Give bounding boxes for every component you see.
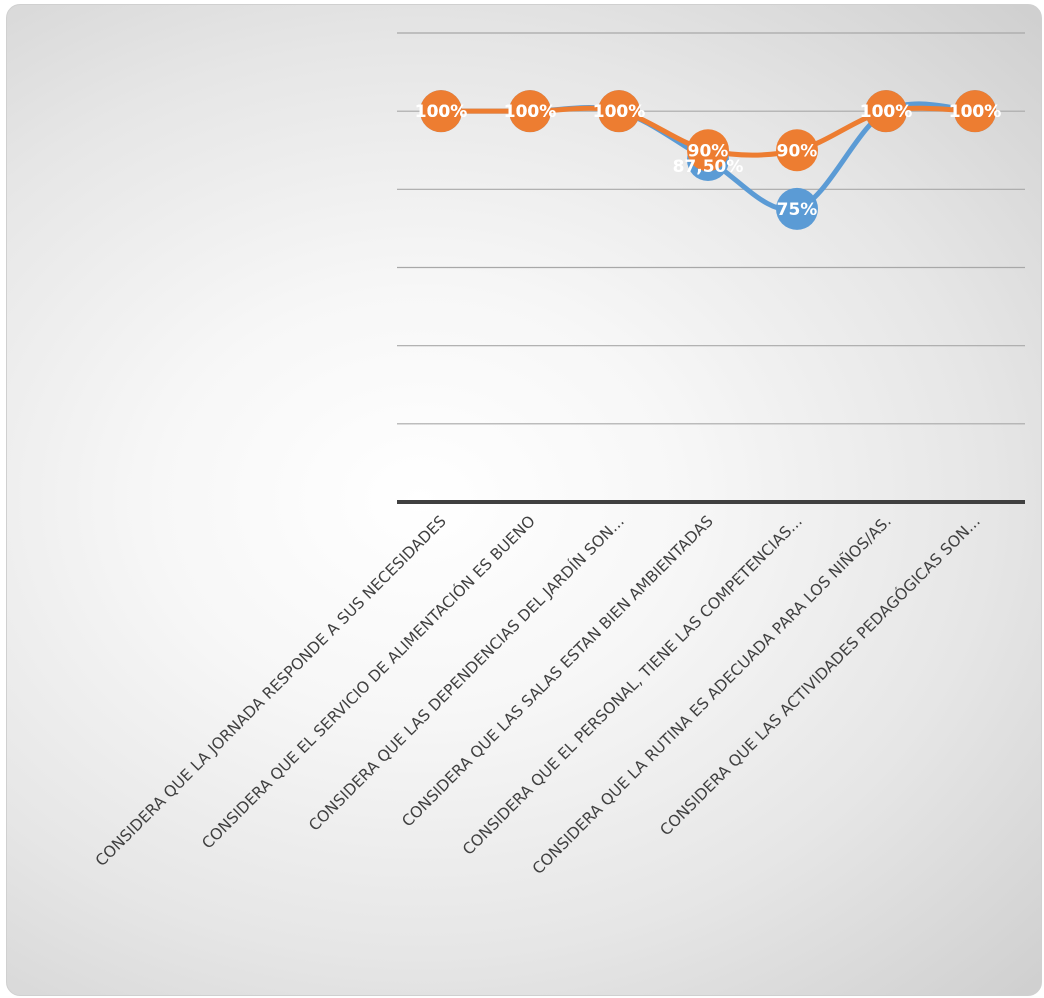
- data-label: 75%: [777, 200, 818, 220]
- series-2-marker: [865, 90, 907, 133]
- data-markers: [420, 90, 996, 230]
- data-label: 90%: [688, 141, 729, 161]
- category-label: CONSIDERA QUE LAS ACTIVIDADES PEDAGÓGICA…: [656, 511, 984, 839]
- chart-panel: 100% 100% 100% 87,50% 75% 100% 100% 100% 100% 100…: [6, 4, 1042, 996]
- data-label: 100%: [949, 102, 1002, 122]
- data-labels: 100% 100% 100%87,50%75%100% 100%100% 100% 100…: [415, 102, 1002, 220]
- data-label: 87,50%: [673, 157, 744, 177]
- data-label: 100%: [860, 102, 913, 122]
- data-label: 100%: [415, 102, 468, 122]
- series-2-marker: [954, 90, 996, 133]
- series-2-marker: [598, 90, 640, 133]
- gridlines: [397, 32, 1025, 504]
- data-label: 100%: [504, 102, 557, 122]
- series-2-marker: [776, 129, 818, 172]
- category-label: CONSIDERA QUE LA JORNADA RESPONDE A SUS …: [92, 512, 450, 870]
- data-label: 90%: [777, 141, 818, 161]
- data-label: 100%: [593, 102, 646, 122]
- data-label: 100%: [415, 102, 468, 122]
- category-labels: CONSIDERA QUE LA JORNADA RESPONDE A SUS …: [92, 511, 984, 878]
- data-label: 100%: [949, 102, 1002, 122]
- series-2-marker: [509, 90, 551, 133]
- category-label: CONSIDERA QUE EL PERSONAL, TIENE LAS COM…: [459, 512, 806, 859]
- data-label: 100%: [860, 102, 913, 122]
- data-label: 100%: [593, 102, 646, 122]
- category-label: CONSIDERA QUE EL SERVICIO DE ALIMENTACIÓ…: [198, 511, 539, 852]
- series-2-marker: [687, 129, 729, 172]
- line-chart: 100% 100% 100%87,50%75%100% 100%100% 100% 100…: [92, 32, 1025, 878]
- series-1-marker: [776, 187, 818, 230]
- category-label: CONSIDERA QUE LAS SALAS ESTAN BIEN AMBIE…: [398, 512, 716, 830]
- series-2-marker: [420, 90, 462, 133]
- category-label: CONSIDERA QUE LAS DEPENDENCIAS DEL JARDÍ…: [305, 511, 628, 834]
- data-label: 100%: [504, 102, 557, 122]
